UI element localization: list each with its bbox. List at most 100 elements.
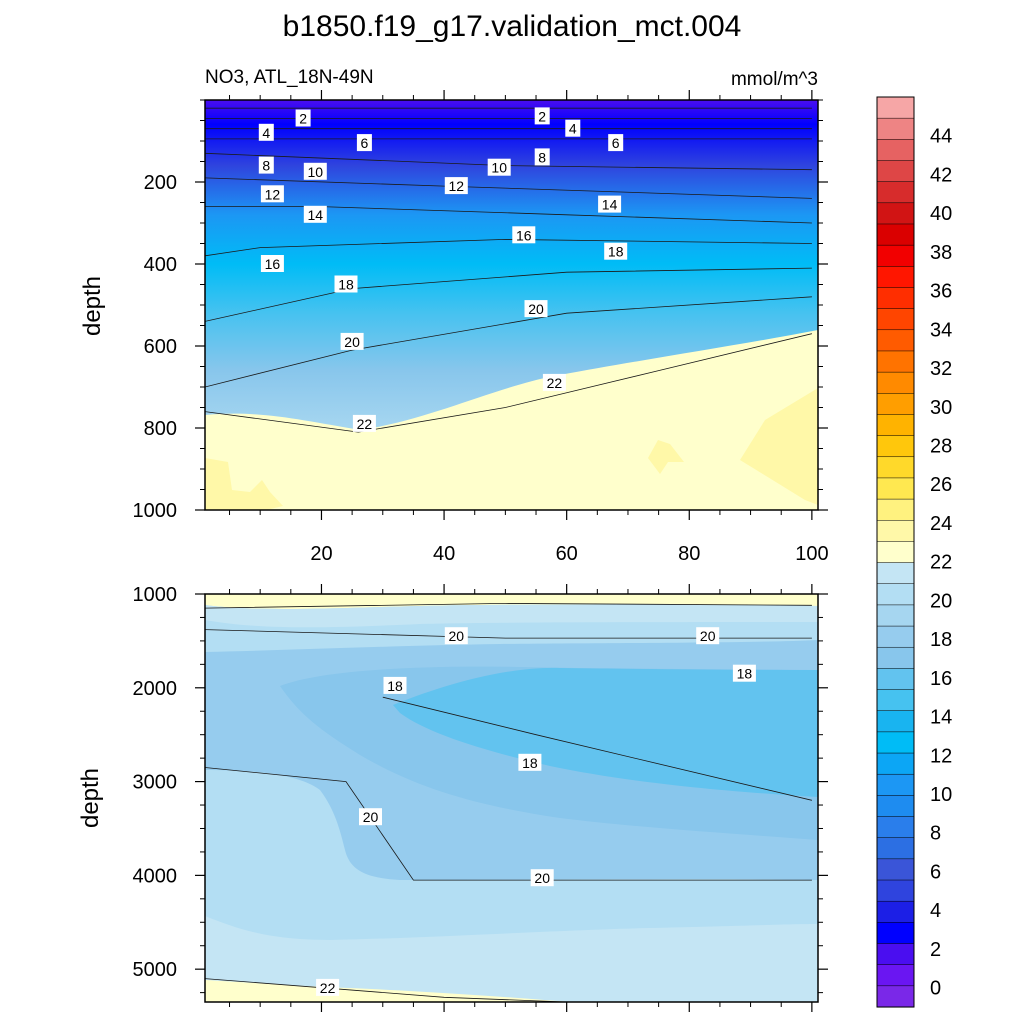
contour-label-box	[598, 195, 622, 213]
lower-region-deep-light	[205, 916, 818, 1002]
colorbar-swatch	[876, 287, 915, 310]
contour-label-box	[340, 332, 364, 350]
contour-label-box	[487, 158, 511, 176]
colorbar-swatch	[876, 393, 915, 415]
x-tick-label: 40	[433, 543, 455, 565]
contour-label: 20	[363, 809, 379, 825]
x-tick-label: 80	[678, 543, 700, 565]
contour-label-box	[732, 664, 756, 682]
contour-label-box	[444, 627, 468, 645]
colorbar-swatch	[876, 964, 915, 987]
contour-label: 10	[491, 160, 507, 176]
contour-line-22	[205, 978, 567, 1002]
contour-label-box	[258, 123, 274, 141]
contour-label: 18	[522, 755, 538, 771]
colorbar-swatch	[876, 795, 915, 818]
contour-line-22	[205, 602, 812, 609]
contour-label: 20	[344, 334, 360, 350]
lower-region-core	[393, 667, 818, 797]
colorbar-tick-label: 0	[930, 978, 941, 1000]
y-tick-label: 800	[144, 418, 177, 440]
contour-label: 16	[516, 227, 532, 243]
colorbar-swatch	[876, 350, 915, 373]
colorbar-swatch	[876, 223, 915, 246]
contour-label: 4	[569, 121, 577, 137]
colorbar-swatch	[876, 456, 915, 479]
colorbar-swatch	[876, 689, 915, 712]
colorbar-tick-label: 34	[930, 319, 952, 341]
colorbar-swatch	[876, 773, 915, 796]
upper-contour-lines	[205, 107, 812, 433]
colorbar-tick-label: 20	[930, 590, 952, 612]
colorbar-swatch	[876, 96, 915, 119]
colorbar-swatch	[876, 266, 915, 289]
contour-label-box	[512, 226, 536, 244]
colorbar-tick-label: 10	[930, 784, 952, 806]
colorbar-tick-label: 40	[930, 203, 952, 225]
contour-label-box	[258, 156, 274, 174]
colorbar-tick-label: 44	[930, 126, 952, 148]
contour-label: 10	[308, 164, 324, 180]
y-tick-label: 3000	[133, 772, 178, 794]
y-tick-label: 200	[144, 172, 177, 194]
colorbar-swatch	[876, 329, 915, 352]
contour-label: 12	[449, 178, 465, 194]
upper-x-axis: 20 40 60 80 100	[229, 90, 829, 565]
contour-label: 6	[612, 135, 620, 151]
contour-label: 18	[338, 277, 354, 293]
upper-y-axis: 200 400 600 800 1000	[133, 99, 828, 522]
lower-panel-frame	[204, 593, 819, 1003]
contour-label-box	[359, 808, 382, 826]
contour-line-18	[382, 696, 812, 801]
contour-label-box	[334, 275, 358, 293]
contour-label-box	[260, 255, 284, 272]
colorbar-swatch	[876, 816, 915, 839]
upper-region-24plus-left	[205, 458, 283, 510]
contour-label: 2	[538, 108, 546, 124]
contour-line-16	[205, 238, 812, 257]
colorbar-tick-label: 2	[930, 939, 941, 961]
colorbar-swatch	[876, 943, 915, 966]
contour-label: 22	[357, 416, 373, 432]
y-tick-label: 2000	[133, 678, 178, 700]
contour-label: 12	[265, 186, 281, 202]
contour-line-14	[205, 206, 812, 224]
colorbar-tick-label: 22	[930, 552, 952, 574]
contour-label-box	[534, 107, 550, 125]
colorbar-swatch	[876, 879, 915, 902]
contour-label-box	[524, 300, 548, 318]
colorbar-swatch	[876, 985, 915, 1008]
colorbar-swatch	[876, 414, 915, 437]
colorbar-swatch	[876, 562, 915, 585]
colorbar-swatch	[876, 710, 915, 733]
contour-label-box	[316, 978, 340, 996]
contour-label: 14	[602, 197, 618, 213]
contour-label: 8	[538, 149, 546, 165]
y-tick-label: 1000	[133, 500, 178, 522]
y-tick-label: 600	[144, 336, 177, 358]
upper-y-axis-title: depth	[79, 276, 106, 336]
colorbar-tick-label: 8	[930, 823, 941, 845]
colorbar-swatch	[876, 181, 915, 204]
colorbar-tick-label: 26	[930, 474, 952, 496]
colorbar-swatch	[876, 308, 915, 331]
contour-line-12	[205, 177, 812, 199]
contour-label: 22	[320, 980, 336, 996]
contour-line-20	[205, 296, 812, 388]
contour-line-20	[205, 767, 812, 881]
colorbar-swatch	[876, 541, 915, 564]
colorbar-tick-label: 4	[930, 900, 941, 922]
contour-label: 18	[608, 244, 624, 260]
colorbar-tick-label: 38	[930, 242, 952, 264]
contour-label-box	[542, 373, 566, 391]
contour-line-22	[205, 333, 812, 433]
contour-label-box	[565, 119, 581, 137]
colorbar-tick-label: 6	[930, 862, 941, 884]
colorbar-tick-label: 16	[930, 668, 952, 690]
contour-label: 16	[265, 256, 281, 272]
x-tick-label: 20	[310, 543, 332, 565]
lower-y-axis: 1000 2000 3000 4000 5000	[133, 584, 828, 994]
contour-label-box	[356, 134, 372, 152]
colorbar-tick-labels: 0246810121416182022242628303234363840424…	[930, 126, 952, 1000]
